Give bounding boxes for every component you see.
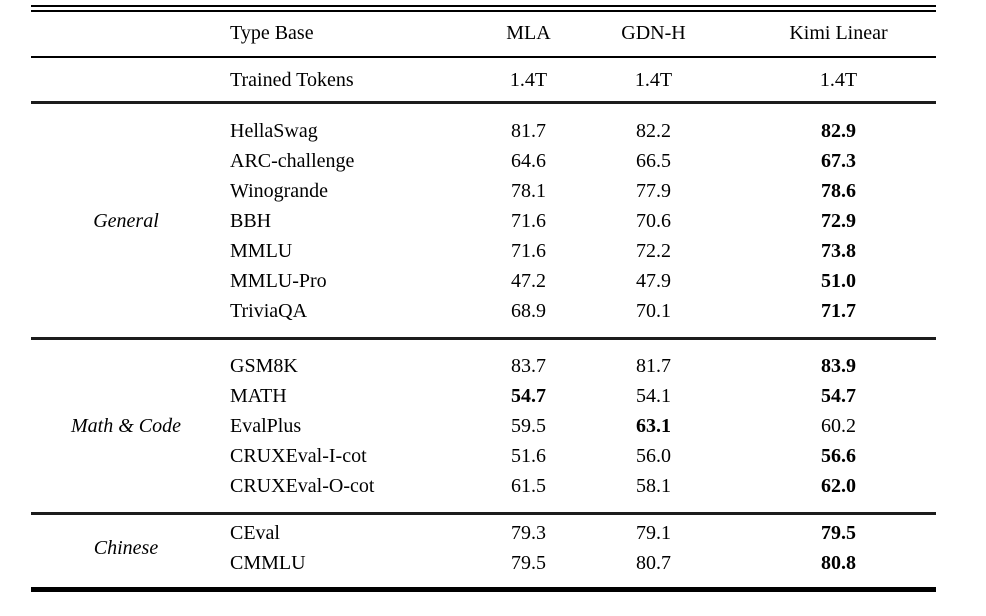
table-row: MATH 54.7 54.1 54.7 bbox=[31, 381, 936, 411]
score-kimi: 54.7 bbox=[821, 385, 856, 407]
group-label-math-code: Math & Code bbox=[71, 415, 181, 437]
score-kimi: 62.0 bbox=[821, 475, 856, 497]
column-header-gdnh: GDN-H bbox=[621, 22, 686, 44]
score-gdnh: 82.2 bbox=[636, 120, 671, 142]
table-row-trained-tokens: Trained Tokens 1.4T 1.4T 1.4T bbox=[31, 65, 936, 95]
score-mla: 54.7 bbox=[511, 385, 546, 407]
score-kimi: 80.8 bbox=[821, 552, 856, 574]
score-gdnh: 79.1 bbox=[636, 522, 671, 544]
score-kimi: 60.2 bbox=[821, 415, 856, 437]
group-label-chinese: Chinese bbox=[93, 537, 159, 559]
benchmark-table: Type Base MLA GDN-H Kimi Linear Trained … bbox=[31, 0, 936, 616]
score-kimi: 72.9 bbox=[821, 210, 856, 232]
score-gdnh: 66.5 bbox=[636, 150, 671, 172]
score-mla: 71.6 bbox=[511, 240, 546, 262]
benchmark-name: CRUXEval-I-cot bbox=[230, 445, 367, 467]
table-row: ARC-challenge 64.6 66.5 67.3 bbox=[31, 146, 936, 176]
score-gdnh: 70.6 bbox=[636, 210, 671, 232]
table-row: CMMLU 79.5 80.7 80.8 bbox=[31, 548, 936, 578]
benchmark-name: CRUXEval-O-cot bbox=[230, 475, 375, 497]
score-gdnh: 77.9 bbox=[636, 180, 671, 202]
table-row: TriviaQA 68.9 70.1 71.7 bbox=[31, 296, 936, 326]
meta-kimi: 1.4T bbox=[819, 69, 858, 91]
benchmark-name: TriviaQA bbox=[230, 300, 308, 322]
score-mla: 47.2 bbox=[511, 270, 546, 292]
benchmark-name: GSM8K bbox=[230, 355, 298, 377]
score-gdnh: 80.7 bbox=[636, 552, 671, 574]
table-bottom-rule bbox=[31, 587, 936, 592]
score-kimi: 67.3 bbox=[821, 150, 856, 172]
caption-fragment: are bolded. bbox=[0, 0, 90, 4]
score-kimi: 82.9 bbox=[821, 120, 856, 142]
section-rule-1 bbox=[31, 101, 936, 104]
meta-label: Trained Tokens bbox=[230, 69, 354, 91]
table-top-rule-1 bbox=[31, 5, 936, 7]
table-row: GSM8K 83.7 81.7 83.9 bbox=[31, 351, 936, 381]
section-rule-2 bbox=[31, 337, 936, 340]
score-gdnh: 54.1 bbox=[636, 385, 671, 407]
column-header-kimi: Kimi Linear bbox=[789, 22, 888, 44]
benchmark-name: CEval bbox=[230, 522, 280, 544]
table-row: MMLU-Pro 47.2 47.9 51.0 bbox=[31, 266, 936, 296]
section-rule-3 bbox=[31, 512, 936, 515]
score-mla: 79.3 bbox=[511, 522, 546, 544]
meta-gdnh: 1.4T bbox=[634, 69, 673, 91]
table-header-row: Type Base MLA GDN-H Kimi Linear bbox=[31, 18, 936, 48]
score-gdnh: 81.7 bbox=[636, 355, 671, 377]
benchmark-name: MATH bbox=[230, 385, 287, 407]
score-mla: 59.5 bbox=[511, 415, 546, 437]
score-kimi: 83.9 bbox=[821, 355, 856, 377]
table-top-rule-2 bbox=[31, 10, 936, 12]
score-mla: 64.6 bbox=[511, 150, 546, 172]
table-row: CRUXEval-I-cot 51.6 56.0 56.6 bbox=[31, 441, 936, 471]
table-row: Winogrande 78.1 77.9 78.6 bbox=[31, 176, 936, 206]
score-mla: 83.7 bbox=[511, 355, 546, 377]
benchmark-name: ARC-challenge bbox=[230, 150, 355, 172]
score-mla: 61.5 bbox=[511, 475, 546, 497]
benchmark-name: EvalPlus bbox=[230, 415, 302, 437]
table-row: MMLU 71.6 72.2 73.8 bbox=[31, 236, 936, 266]
column-header-benchmark: Type Base bbox=[230, 22, 314, 44]
score-gdnh: 63.1 bbox=[636, 415, 671, 437]
benchmark-name: Winogrande bbox=[230, 180, 329, 202]
score-kimi: 51.0 bbox=[821, 270, 856, 292]
score-kimi: 79.5 bbox=[821, 522, 856, 544]
header-rule bbox=[31, 56, 936, 58]
score-mla: 68.9 bbox=[511, 300, 546, 322]
column-header-mla: MLA bbox=[506, 22, 551, 44]
score-kimi: 56.6 bbox=[821, 445, 856, 467]
group-label-general: General bbox=[93, 210, 159, 232]
table-row: HellaSwag 81.7 82.2 82.9 bbox=[31, 116, 936, 146]
benchmark-name: BBH bbox=[230, 210, 272, 232]
meta-mla: 1.4T bbox=[509, 69, 548, 91]
benchmark-name: CMMLU bbox=[230, 552, 306, 574]
score-gdnh: 58.1 bbox=[636, 475, 671, 497]
score-kimi: 71.7 bbox=[821, 300, 856, 322]
score-mla: 78.1 bbox=[511, 180, 546, 202]
score-kimi: 78.6 bbox=[821, 180, 856, 202]
score-kimi: 73.8 bbox=[821, 240, 856, 262]
benchmark-name: MMLU-Pro bbox=[230, 270, 327, 292]
score-mla: 79.5 bbox=[511, 552, 546, 574]
score-gdnh: 70.1 bbox=[636, 300, 671, 322]
table-row: BBH 71.6 70.6 72.9 bbox=[31, 206, 936, 236]
score-gdnh: 56.0 bbox=[636, 445, 671, 467]
table-row: CEval 79.3 79.1 79.5 bbox=[31, 518, 936, 548]
table-row: EvalPlus 59.5 63.1 60.2 bbox=[31, 411, 936, 441]
score-mla: 51.6 bbox=[511, 445, 546, 467]
score-gdnh: 47.9 bbox=[636, 270, 671, 292]
table-row: CRUXEval-O-cot 61.5 58.1 62.0 bbox=[31, 471, 936, 501]
score-mla: 71.6 bbox=[511, 210, 546, 232]
score-mla: 81.7 bbox=[511, 120, 546, 142]
score-gdnh: 72.2 bbox=[636, 240, 671, 262]
benchmark-name: MMLU bbox=[230, 240, 293, 262]
benchmark-name: HellaSwag bbox=[230, 120, 318, 142]
